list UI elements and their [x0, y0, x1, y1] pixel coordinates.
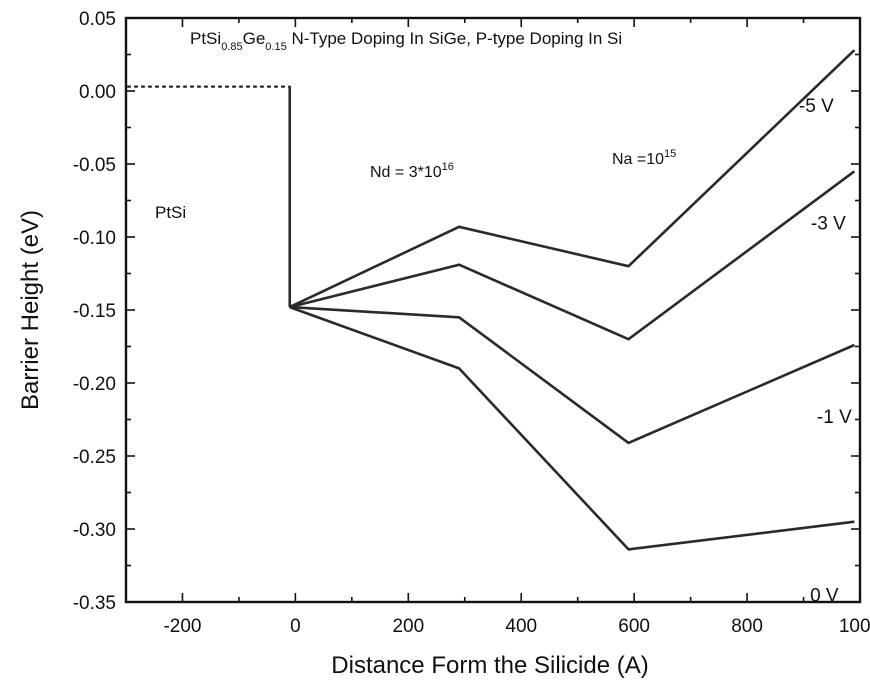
title-part-c: N-Type Doping In SiGe, P-type Doping In …: [287, 29, 622, 48]
x-tick-label: 800: [731, 616, 763, 637]
series-label: -5 V: [799, 96, 834, 117]
chart-title: PtSi0.85Ge0.15 N-Type Doping In SiGe, P-…: [190, 29, 622, 53]
title-sub-1: 0.85: [221, 41, 242, 53]
y-tick-label: -0.25: [73, 447, 116, 468]
x-tick-label: -200: [163, 616, 201, 637]
y-tick-labels: 0.05 0.00 -0.05 -0.10 -0.15 -0.20 -0.25 -0.30 -0…: [73, 9, 116, 614]
na-sup: 15: [664, 148, 676, 160]
x-tick-label: 0: [290, 616, 301, 637]
na-base: Na =10: [612, 151, 664, 168]
series-line-3: [289, 305, 855, 445]
y-axis-title: Barrier Height (eV): [17, 210, 44, 410]
axis-ticks: [125, 17, 861, 603]
series-label: -1 V: [817, 407, 852, 428]
y-tick-label: -0.30: [73, 520, 116, 541]
y-tick-label: -0.20: [73, 374, 116, 395]
nd-sup: 16: [442, 161, 454, 173]
series-line-1: [289, 49, 856, 309]
series-lines: [289, 49, 856, 551]
series-label: 0 V: [810, 586, 839, 607]
na-annotation: Na =1015: [612, 148, 676, 168]
title-sub-2: 0.15: [265, 41, 286, 53]
series-line-2: [289, 170, 856, 341]
x-tick-label: 600: [618, 616, 650, 637]
x-tick-label: 400: [505, 616, 537, 637]
region-label-ptsi: PtSi: [155, 203, 186, 222]
y-tick-label: -0.15: [73, 301, 116, 322]
y-tick-label: 0.05: [79, 9, 116, 30]
y-tick-label: -0.05: [73, 155, 116, 176]
title-part-a: PtSi: [190, 29, 221, 48]
nd-base: Nd = 3*10: [370, 164, 442, 181]
reference-lines: [126, 85, 292, 308]
y-tick-label: -0.10: [73, 228, 116, 249]
nd-annotation: Nd = 3*1016: [370, 161, 454, 181]
plot-frame: [124, 16, 862, 604]
y-tick-label: 0.00: [79, 82, 116, 103]
x-tick-label: 200: [392, 616, 424, 637]
x-axis-title: Distance Form the Silicide (A): [331, 652, 648, 679]
y-tick-label: -0.35: [73, 593, 116, 614]
title-part-b: Ge: [243, 29, 266, 48]
series-label: -3 V: [811, 213, 846, 234]
series-labels: -5 V -3 V -1 V 0 V: [799, 96, 852, 607]
series-line-4: [289, 305, 855, 551]
